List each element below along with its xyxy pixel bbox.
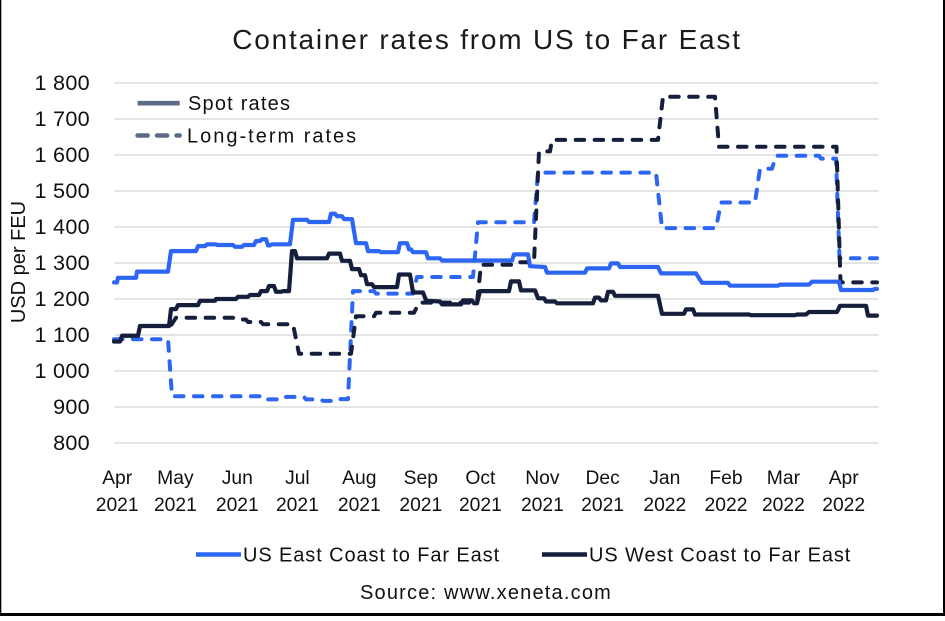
svg-text:2021: 2021 — [521, 495, 564, 516]
svg-text:800: 800 — [53, 430, 90, 455]
svg-text:2021: 2021 — [216, 495, 259, 516]
svg-text:Spot rates: Spot rates — [188, 93, 291, 115]
svg-text:Nov: Nov — [525, 468, 560, 489]
svg-text:2022: 2022 — [762, 495, 805, 516]
svg-text:Aug: Aug — [342, 468, 376, 489]
svg-text:1 000: 1 000 — [34, 358, 90, 383]
svg-text:1 100: 1 100 — [34, 322, 90, 347]
svg-text:1 300: 1 300 — [34, 250, 90, 275]
svg-text:1 700: 1 700 — [34, 106, 90, 131]
svg-text:Mar: Mar — [767, 468, 801, 489]
svg-text:Apr: Apr — [102, 468, 133, 489]
svg-text:2021: 2021 — [581, 495, 624, 516]
svg-text:Dec: Dec — [585, 468, 620, 489]
svg-text:1 600: 1 600 — [34, 142, 90, 167]
svg-text:Oct: Oct — [465, 468, 496, 489]
svg-text:2021: 2021 — [338, 495, 381, 516]
svg-text:2022: 2022 — [822, 495, 865, 516]
svg-text:2022: 2022 — [643, 495, 686, 516]
svg-text:2022: 2022 — [705, 495, 748, 516]
svg-text:Jul: Jul — [285, 468, 310, 489]
svg-text:1 800: 1 800 — [34, 70, 90, 95]
svg-text:Container rates from US to Far: Container rates from US to Far East — [232, 24, 742, 55]
svg-text:Long-term rates: Long-term rates — [187, 126, 358, 148]
svg-text:2021: 2021 — [399, 495, 442, 516]
svg-text:1 500: 1 500 — [34, 178, 90, 203]
svg-text:2021: 2021 — [96, 495, 139, 516]
svg-text:2021: 2021 — [276, 495, 319, 516]
svg-text:USD per FEU: USD per FEU — [8, 201, 30, 323]
svg-text:Jan: Jan — [649, 468, 680, 489]
svg-text:2021: 2021 — [154, 495, 197, 516]
svg-text:1 400: 1 400 — [34, 214, 90, 239]
svg-text:1 200: 1 200 — [34, 286, 90, 311]
svg-text:Jun: Jun — [222, 468, 253, 489]
svg-text:US West Coast to Far East: US West Coast to Far East — [589, 545, 851, 567]
svg-text:Sep: Sep — [404, 468, 438, 489]
svg-text:US East Coast to Far East: US East Coast to Far East — [243, 545, 500, 567]
svg-text:Source: www.xeneta.com: Source: www.xeneta.com — [360, 582, 612, 604]
svg-text:Apr: Apr — [829, 468, 860, 489]
svg-text:Feb: Feb — [709, 468, 742, 489]
svg-text:900: 900 — [53, 394, 90, 419]
svg-text:May: May — [157, 468, 194, 489]
svg-text:2021: 2021 — [459, 495, 502, 516]
